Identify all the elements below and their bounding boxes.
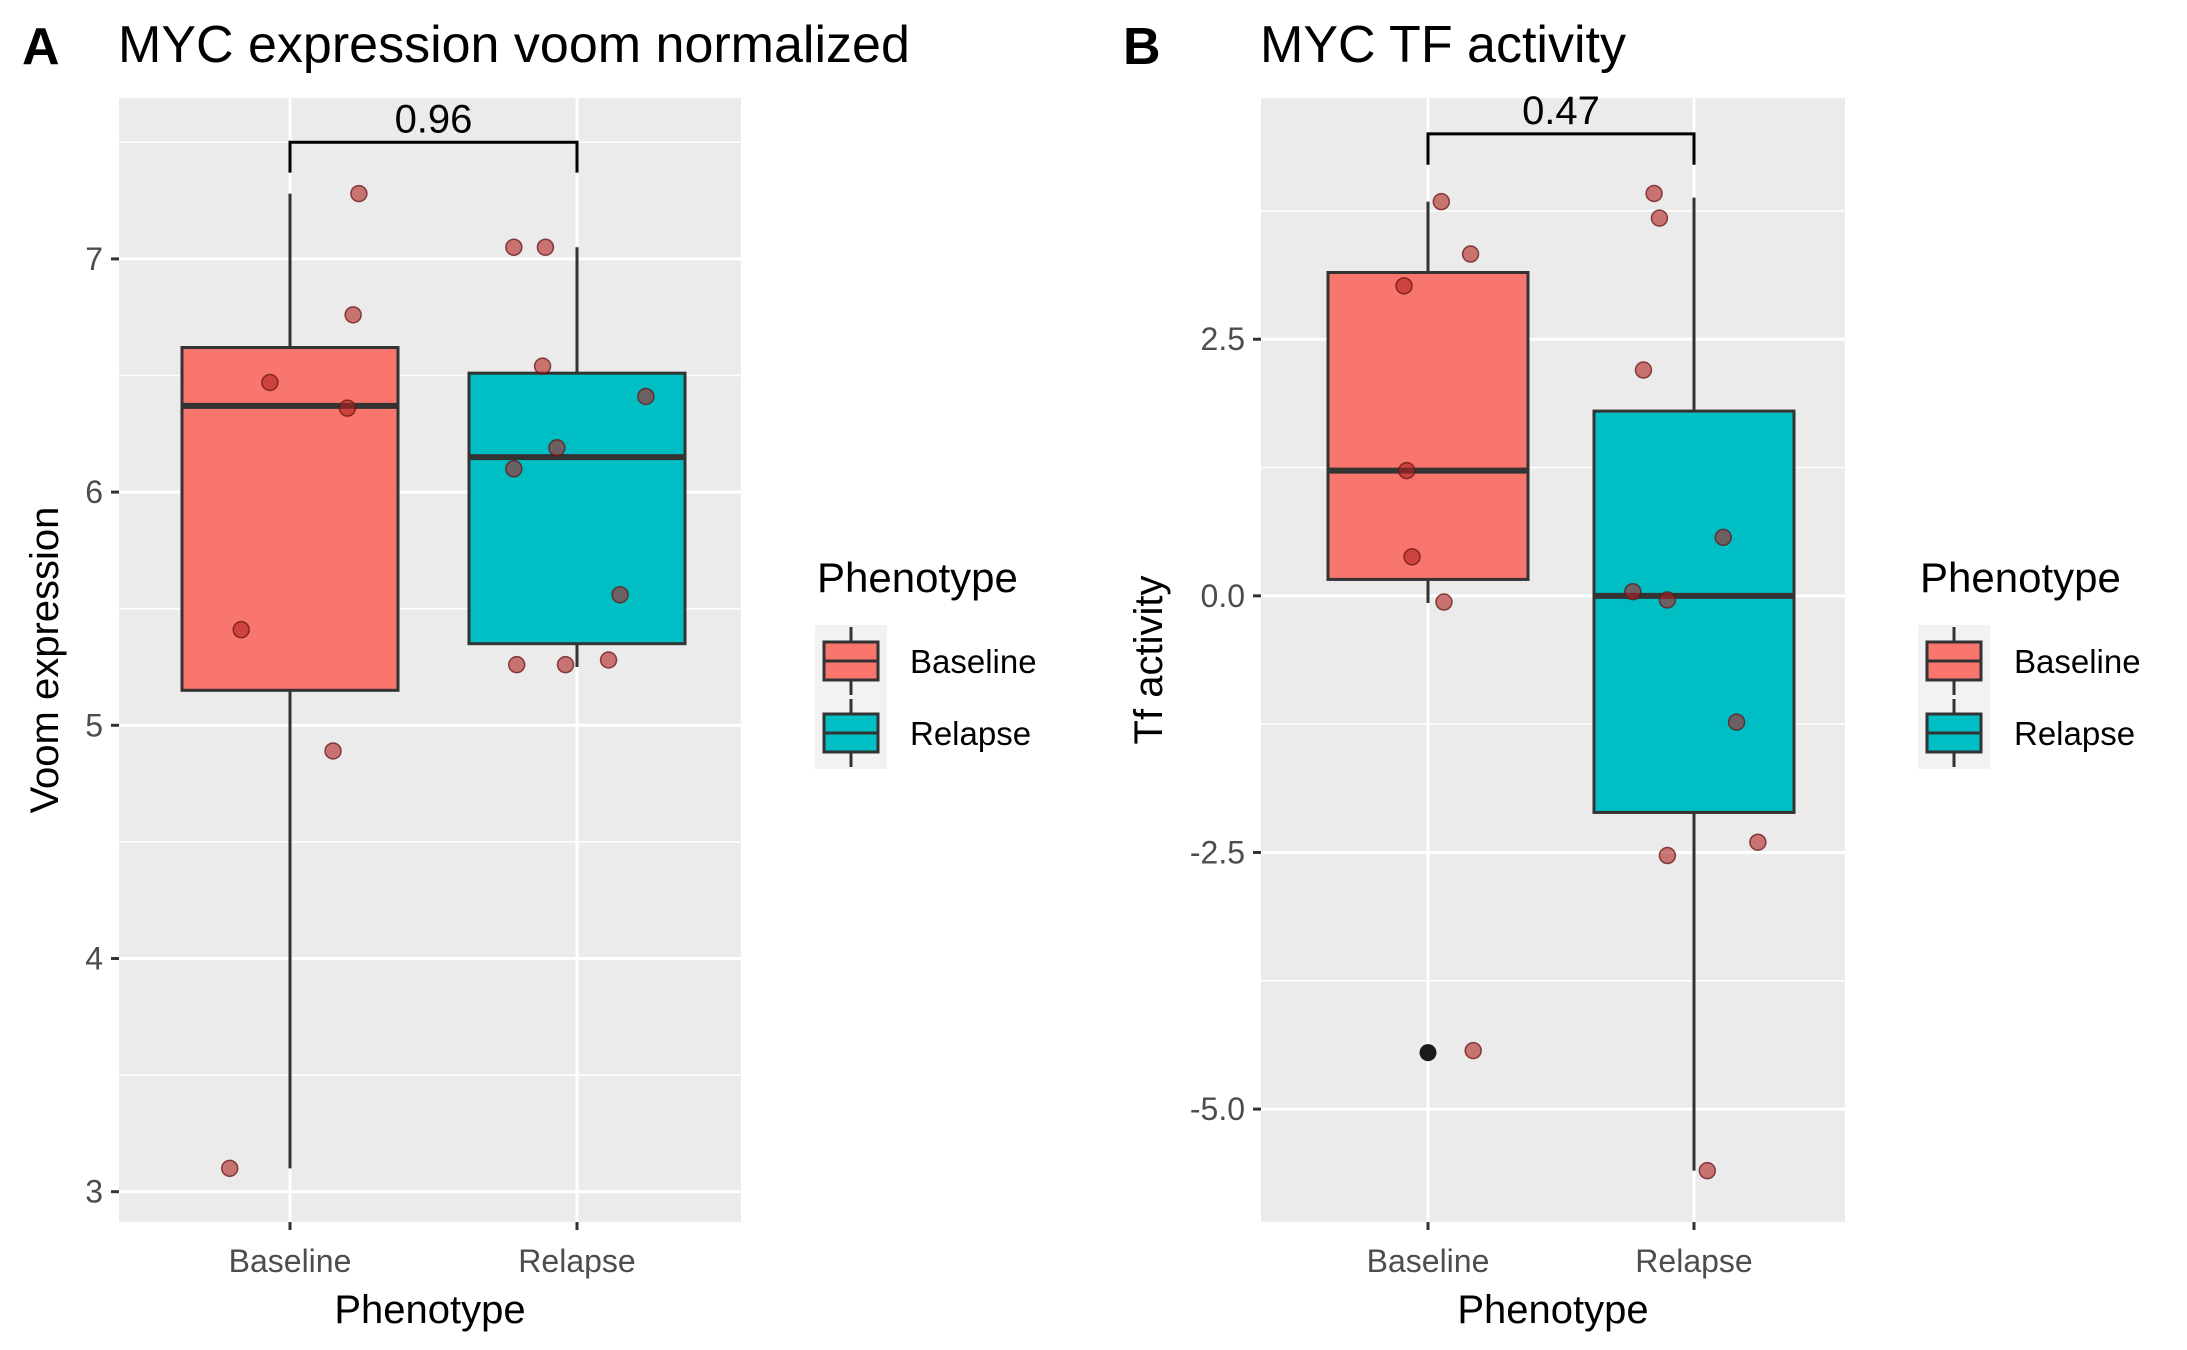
data-point: [637, 387, 655, 406]
panel-a-x-axis: Baseline Relapse: [229, 1222, 636, 1279]
data-point: [533, 357, 552, 375]
y-tick-label: 5: [85, 707, 103, 743]
data-point: [536, 238, 555, 256]
data-point: [1403, 548, 1421, 566]
data-point: [1698, 1161, 1717, 1180]
data-point: [507, 655, 526, 674]
panel-b-comparison-bracket: [1426, 132, 1696, 165]
y-tick-label: 0.0: [1201, 578, 1245, 614]
panel-a-legend-key-relapse: [815, 697, 887, 769]
data-point: [505, 238, 523, 256]
y-tick-label: 4: [85, 940, 103, 976]
data-point: [232, 620, 250, 639]
y-tick-label: 3: [85, 1174, 103, 1210]
data-point: [505, 460, 523, 478]
panel-a-legend-label-baseline: Baseline: [910, 643, 1037, 680]
box-baseline: [1326, 201, 1530, 604]
panel-a-legend-key-baseline: [815, 625, 887, 697]
box-body: [1326, 271, 1530, 581]
data-point: [1658, 591, 1677, 609]
box-relapse: [1592, 197, 1796, 1171]
y-tick-label: 6: [85, 474, 103, 510]
panel-b-legend-label-baseline: Baseline: [2014, 643, 2141, 680]
panel-b-letter: B: [1123, 18, 1161, 76]
panel-a-legend: Phenotype Baseline Relapse: [815, 554, 1037, 769]
box-relapse: [467, 247, 687, 667]
y-tick-label: 2.5: [1201, 321, 1245, 357]
panel-b-y-axis-title: Tf activity: [1127, 576, 1171, 745]
panel-b-x-axis-title: Phenotype: [1457, 1288, 1648, 1332]
panel-b-title: MYC TF activity: [1260, 16, 1626, 74]
panel-a-legend-label-relapse: Relapse: [910, 715, 1031, 752]
panel-a-y-axis: 3 4 5 6 7: [85, 241, 119, 1210]
box-body: [180, 346, 400, 692]
data-point: [344, 306, 362, 324]
panel-a-x-axis-title: Phenotype: [334, 1288, 525, 1332]
data-point: [1395, 277, 1413, 295]
data-point: [220, 1159, 239, 1178]
panel-b-y-axis: -5.0 -2.5 0.0 2.5: [1190, 321, 1261, 1127]
panel-a-points: [220, 184, 655, 1178]
data-point: [1645, 184, 1663, 203]
data-point: [1658, 846, 1677, 865]
data-point: [1634, 361, 1653, 379]
panel-b-legend-label-relapse: Relapse: [2014, 715, 2135, 752]
data-point: [1727, 713, 1746, 731]
panel-a-boxes: [180, 193, 687, 1169]
panel-a-comparison-bracket: [288, 140, 579, 173]
y-tick-label: -5.0: [1190, 1091, 1245, 1127]
bracket-line: [1426, 132, 1696, 165]
panel-b-legend-key-relapse: [1918, 697, 1990, 769]
panel-b-p-value: 0.47: [1522, 89, 1600, 133]
panel-b-x-axis: Baseline Relapse: [1367, 1222, 1753, 1279]
data-point: [1397, 461, 1416, 480]
data-point: [1714, 528, 1733, 547]
panel-a-letter: A: [22, 18, 60, 76]
panel-a-title: MYC expression voom normalized: [118, 16, 910, 74]
box-baseline: [180, 193, 400, 1169]
panel-a-p-value: 0.96: [395, 97, 473, 141]
data-point: [338, 399, 357, 417]
bracket-line: [288, 140, 579, 173]
outlier-point: [1419, 1044, 1437, 1062]
panel-b: B MYC TF activity 0.47 -5.0 -2.5 0.0 2.5 Ba…: [1123, 16, 2141, 1332]
data-point: [611, 585, 629, 604]
data-point: [556, 655, 575, 674]
data-point: [1432, 192, 1451, 211]
data-point: [1461, 245, 1480, 263]
panel-b-points: [1395, 184, 1767, 1180]
x-tick-label: Baseline: [1367, 1243, 1490, 1279]
box-body: [467, 371, 687, 646]
data-point: [1650, 209, 1669, 227]
data-point: [548, 439, 566, 457]
data-point: [1624, 582, 1642, 601]
panel-b-legend: Phenotype Baseline Relapse: [1918, 554, 2141, 769]
data-point: [324, 742, 342, 760]
x-tick-label: Relapse: [1635, 1243, 1752, 1279]
panel-a: A MYC expression voom normalized 0.96 3 4…: [22, 16, 1037, 1332]
panel-b-boxes: [1326, 197, 1796, 1171]
data-point: [599, 651, 618, 669]
panel-a-legend-title: Phenotype: [817, 554, 1018, 601]
box-body: [1592, 409, 1796, 814]
y-tick-label: 7: [85, 241, 103, 277]
data-point: [1435, 593, 1453, 611]
data-point: [1749, 833, 1767, 851]
data-point: [261, 373, 279, 392]
panel-b-legend-title: Phenotype: [1920, 554, 2121, 601]
data-point: [1464, 1041, 1482, 1060]
panel-b-legend-key-baseline: [1918, 625, 1990, 697]
data-point: [350, 184, 368, 203]
x-tick-label: Baseline: [229, 1243, 352, 1279]
x-tick-label: Relapse: [518, 1243, 635, 1279]
panel-a-y-axis-title: Voom expression: [23, 507, 67, 814]
y-tick-label: -2.5: [1190, 834, 1245, 870]
